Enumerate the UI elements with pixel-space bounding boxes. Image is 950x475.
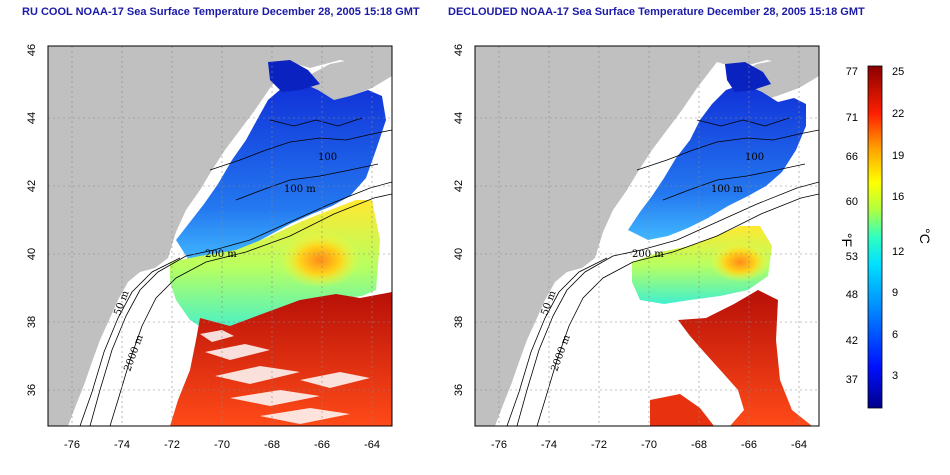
- tick-lon: -66: [741, 439, 757, 451]
- tick-f: 77: [846, 66, 858, 78]
- right-panel-frame: [474, 45, 820, 427]
- colorbar-ticks-c: 25 22 19 16 12 9 6 3: [892, 66, 904, 382]
- tick-c: 16: [892, 191, 904, 203]
- tick-lat: 36: [453, 384, 465, 396]
- sst-cold-shelf: [628, 84, 806, 240]
- tick-f: 37: [846, 374, 858, 386]
- contour-label-100: 100: [745, 152, 764, 163]
- tick-lat: 40: [26, 248, 38, 260]
- tick-lat: 38: [453, 316, 465, 328]
- right-lat-ticks: 46 44 42 40 38 36: [453, 44, 465, 396]
- graticule: [475, 46, 819, 426]
- colorbar-gradient: [867, 65, 883, 409]
- tick-lon: -68: [264, 439, 280, 451]
- title-left: RU COOL NOAA-17 Sea Surface Temperature …: [22, 6, 420, 18]
- colorbar-unit-c: °C: [917, 228, 933, 244]
- title-right: DECLOUDED NOAA-17 Sea Surface Temperatur…: [448, 6, 865, 18]
- tick-f: 60: [846, 196, 858, 208]
- land-mass: [475, 46, 819, 426]
- tick-lat: 46: [453, 44, 465, 56]
- bathymetry-contours: [506, 117, 819, 426]
- tick-c: 9: [892, 287, 898, 299]
- contour-label-100m: 100 m: [284, 184, 316, 195]
- tick-lat: 44: [26, 112, 38, 124]
- left-lat-ticks: 46 44 42 40 38 36: [26, 44, 38, 396]
- tick-f: 71: [846, 112, 858, 124]
- sst-cold-shelf: [176, 82, 386, 262]
- tick-f: 66: [846, 151, 858, 163]
- graticule: [48, 46, 392, 426]
- right-map-panel: 200 m 100 m 100 50 m 2000 m -76 -74 -72 …: [453, 44, 820, 451]
- tick-c: 22: [892, 108, 904, 120]
- sst-gulf-of-maine: [268, 60, 320, 92]
- sst-gulf-stream: [678, 290, 812, 426]
- tick-lat: 36: [26, 384, 38, 396]
- tick-c: 6: [892, 329, 898, 341]
- tick-lon: -68: [691, 439, 707, 451]
- tick-c: 3: [892, 370, 898, 382]
- nova-scotia-land: [300, 50, 392, 102]
- sst-gulf-of-maine: [725, 62, 771, 92]
- colorbar-unit-f: °F: [839, 233, 855, 247]
- right-lon-ticks: -76 -74 -72 -70 -68 -66 -64: [491, 439, 807, 451]
- tick-lat: 42: [26, 180, 38, 192]
- tick-lon: -76: [491, 439, 507, 451]
- tick-lon: -74: [114, 439, 130, 451]
- cloud-streaks: [200, 330, 370, 424]
- tick-lat: 40: [453, 248, 465, 260]
- tick-lon: -72: [164, 439, 180, 451]
- tick-lat: 42: [453, 180, 465, 192]
- left-lon-ticks: -76 -74 -72 -70 -68 -66 -64: [64, 439, 380, 451]
- colorbar: 77 71 66 60 53 48 42 37 25 22 19 16 12 9…: [839, 65, 933, 409]
- tick-f: 48: [846, 289, 858, 301]
- tick-lon: -64: [791, 439, 807, 451]
- tick-lon: -64: [364, 439, 380, 451]
- left-panel-frame: [47, 45, 393, 427]
- warm-core-eddy: [710, 242, 770, 282]
- sst-gulf-stream: [170, 292, 392, 426]
- tick-c: 12: [892, 246, 904, 258]
- land-mass: [48, 46, 392, 426]
- left-map-panel: 200 m 100 m 100 50 m 2000 m -76 -74 -72 …: [26, 44, 393, 451]
- tick-lon: -72: [591, 439, 607, 451]
- tick-lat: 38: [26, 316, 38, 328]
- sst-gulf-stream-patch: [650, 394, 714, 426]
- tick-f: 53: [846, 251, 858, 263]
- tick-lon: -76: [64, 439, 80, 451]
- contour-label-200m: 200 m: [632, 249, 664, 260]
- tick-lon: -66: [314, 439, 330, 451]
- colorbar-ticks-f: 77 71 66 60 53 48 42 37: [846, 66, 858, 386]
- bathymetry-contours: [79, 117, 392, 426]
- warm-core-eddy: [280, 232, 360, 288]
- tick-f: 42: [846, 335, 858, 347]
- contour-label-100: 100: [318, 152, 337, 163]
- contour-label-100m: 100 m: [711, 184, 743, 195]
- contour-label-200m: 200 m: [205, 249, 237, 260]
- tick-lon: -70: [214, 439, 230, 451]
- tick-lat: 44: [453, 112, 465, 124]
- tick-lat: 46: [26, 44, 38, 56]
- tick-c: 25: [892, 66, 904, 78]
- tick-lon: -70: [641, 439, 657, 451]
- tick-lon: -74: [541, 439, 557, 451]
- tick-c: 19: [892, 150, 904, 162]
